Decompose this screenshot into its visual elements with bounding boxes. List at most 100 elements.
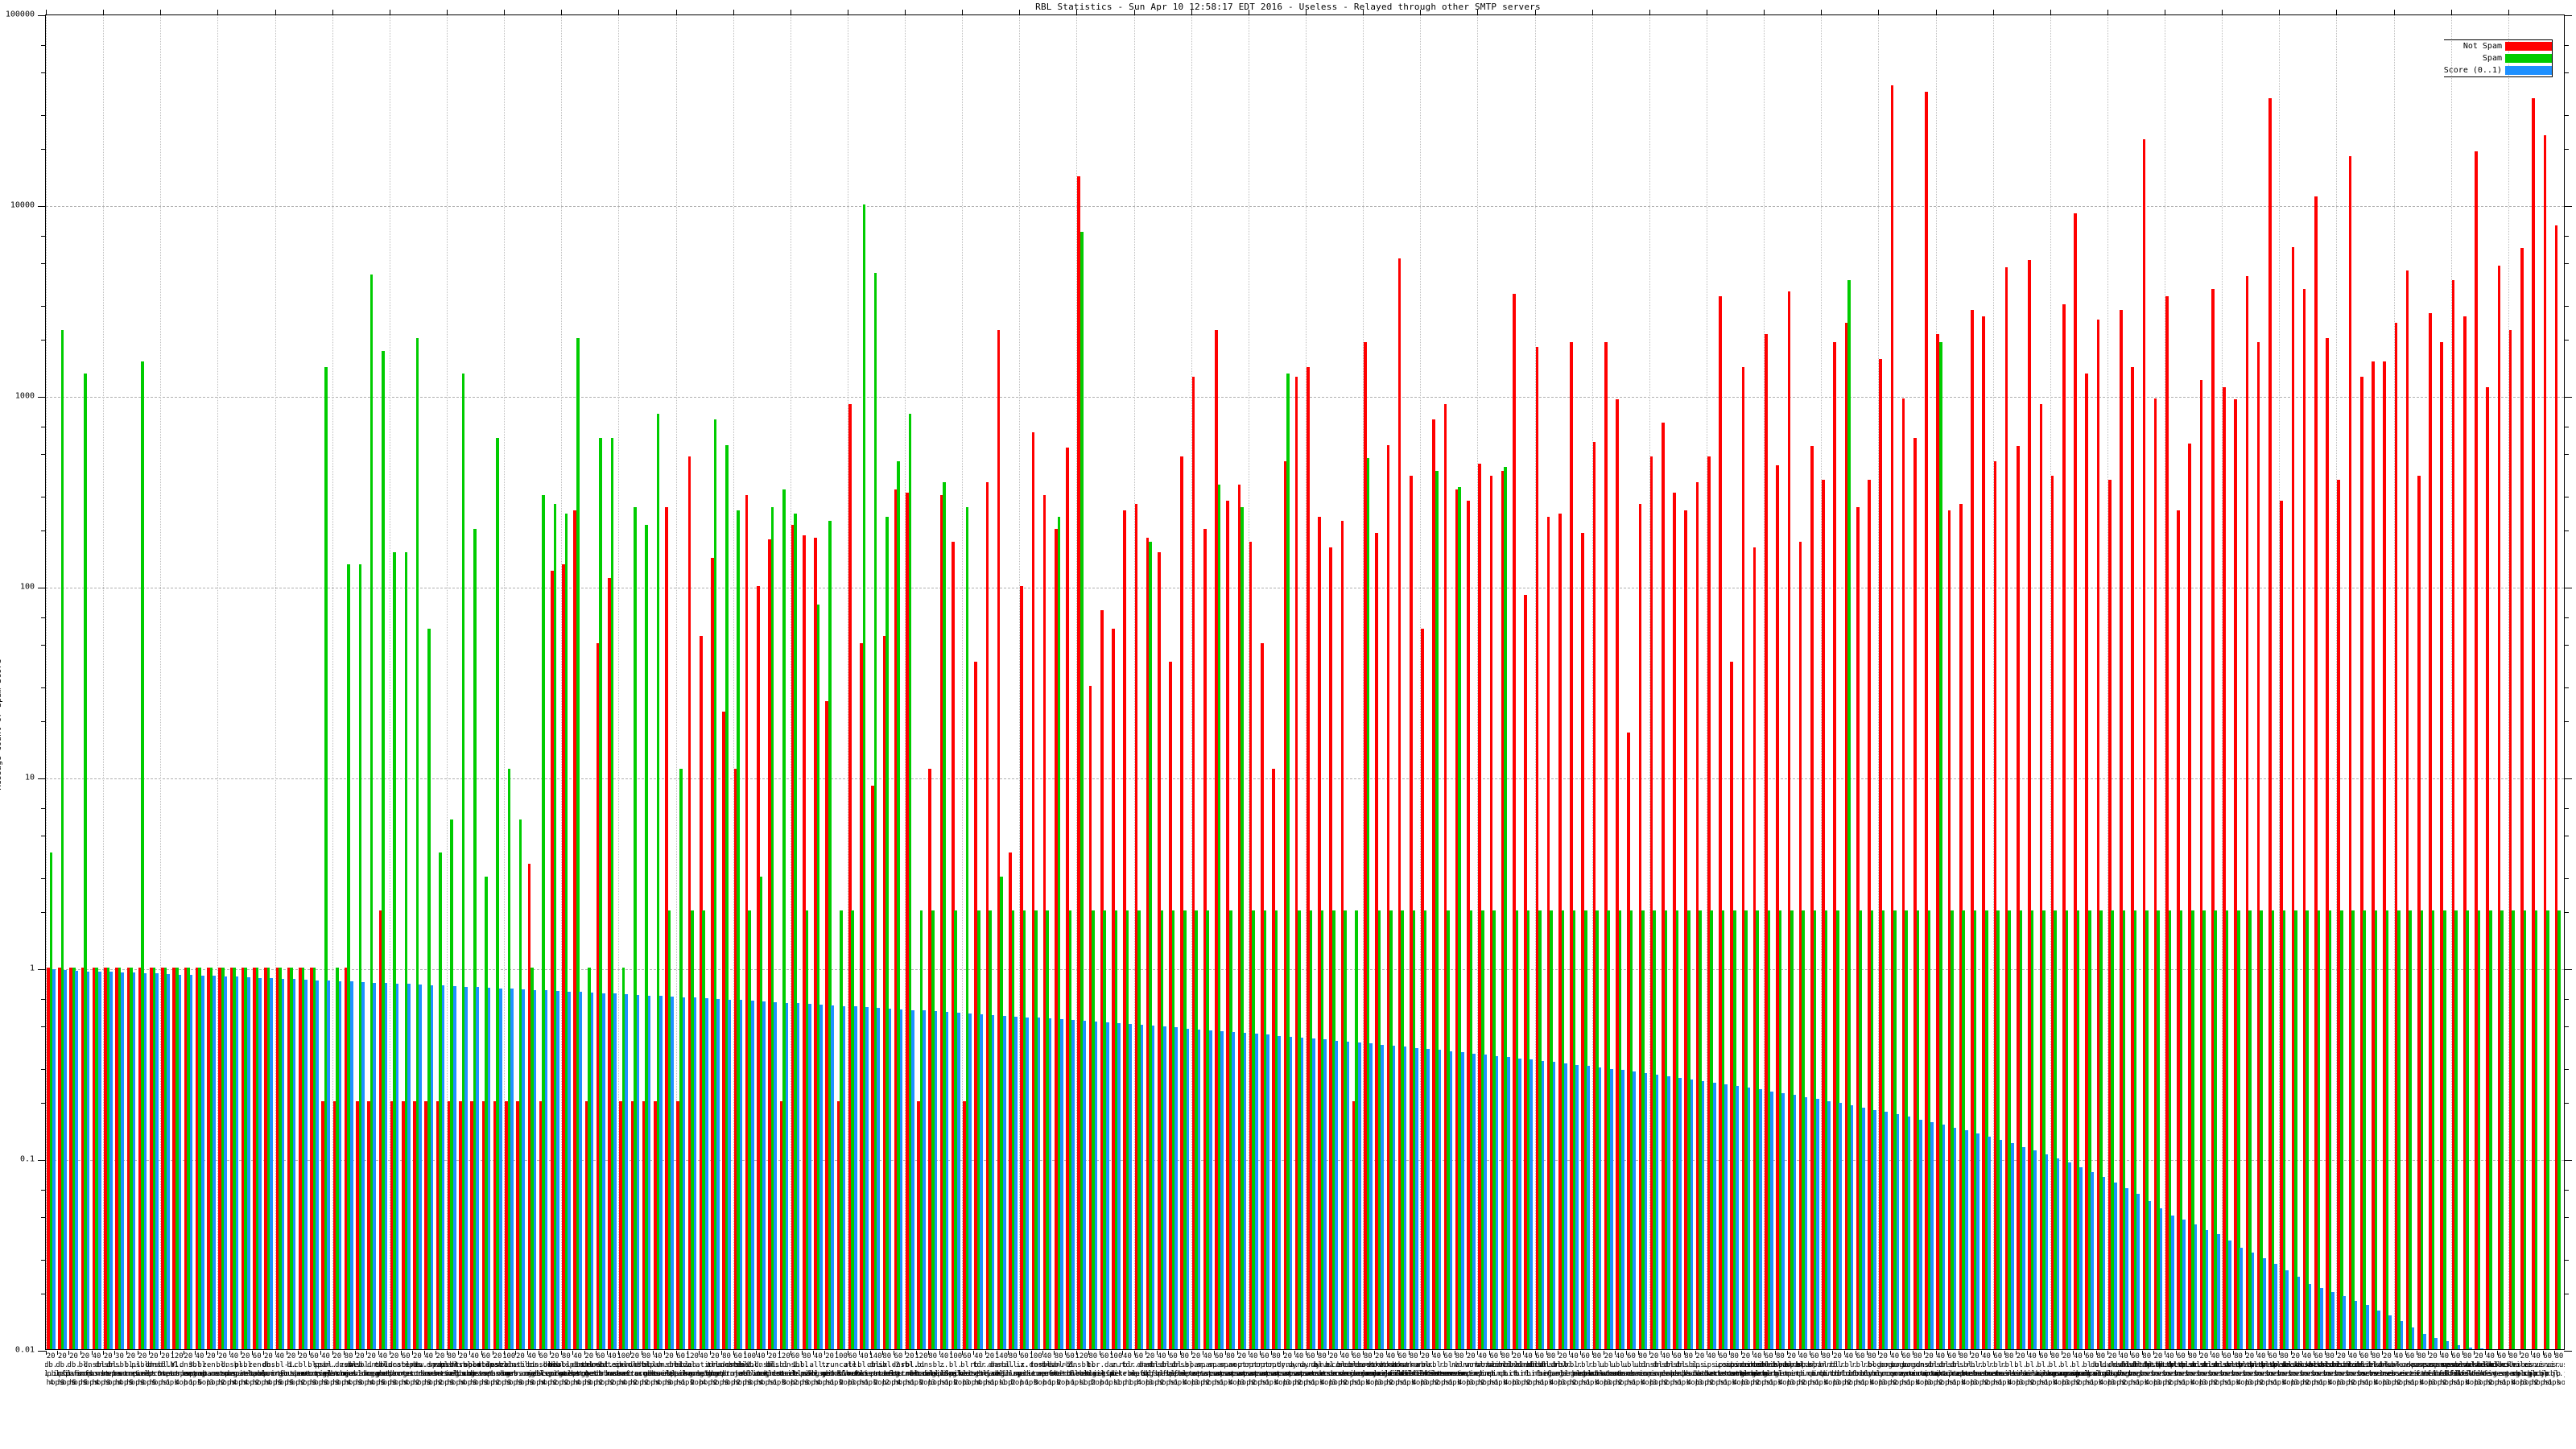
x-axis-tick-label-line: 2 hops: [2259, 1379, 2286, 1387]
x-axis-tick-label: 20 http.dnsbl. sorbs.net 4 hops: [2128, 1352, 2188, 1388]
x-axis-tick-label-line: sorbs.net: [88, 1370, 128, 1378]
x-axis-tick-label-line: 1 hop: [1586, 1379, 1608, 1387]
x-axis-tick-label-line: misc.dnsbl.: [2214, 1361, 2263, 1369]
bar-score: [1793, 1095, 1797, 1349]
bar-score: [1873, 1109, 1876, 1349]
x-axis-tick-label-line: b.: [916, 1361, 926, 1369]
x-axis-tick-label-line: 60: [1947, 1352, 1957, 1360]
x-axis-tick-label: 60 hostkarma. junkemailfilter.com 2 hops: [1373, 1352, 1455, 1388]
bar-not-spam: [1123, 510, 1126, 1349]
bar-group: [836, 15, 848, 1349]
x-axis-tick-label-line: sorbs.net: [501, 1370, 540, 1378]
x-axis-tick: [1328, 1351, 1330, 1355]
x-axis-tick-label-line: gbudb.net: [707, 1370, 746, 1378]
x-axis-tick-label-line: mailspike.net: [526, 1370, 584, 1378]
x-axis-tick-label: 60 dnsbl. anticaptcha.net 2 hops: [1922, 1352, 1988, 1388]
x-axis-tick-label-line: msrbl.net: [1761, 1370, 1800, 1378]
grid-line-horizontal: [46, 1160, 2564, 1161]
x-axis-tick-label-line: 60: [1065, 1352, 1075, 1360]
x-axis-tick-label-line: sorbs.net: [683, 1370, 724, 1378]
bar-spam: [2282, 910, 2286, 1349]
x-axis-tick: [1695, 1351, 1696, 1355]
bar-spam: [2271, 910, 2275, 1349]
x-axis-tick-label-line: senderscore.com: [1315, 1370, 1381, 1378]
bar-not-spam: [1719, 296, 1722, 1349]
x-axis-tick-label: 20 virus. rbl.jp 4 hops: [2495, 1352, 2554, 1388]
x-axis-tick-label-line: rbl.: [1576, 1361, 1595, 1369]
x-axis-tick-label: 40 http.dnsbl. sorbs.net 3 hops: [2140, 1352, 2199, 1388]
x-axis-tick-label-line: 60: [1352, 1352, 1361, 1360]
bar-spam: [634, 506, 637, 1349]
x-axis-tick-label-line: rbl.jp: [2534, 1370, 2561, 1378]
x-axis-tick-label: 40 noptr. spamrats.com 3 hops: [1224, 1352, 1283, 1388]
x-axis-tick-label-line: barracudacentral.org: [502, 1370, 590, 1378]
bar-score: [246, 977, 250, 1349]
x-axis-tick-label-line: escalations.dnsbl.: [674, 1361, 753, 1369]
bar-spam: [2294, 910, 2297, 1349]
bar-score: [991, 1014, 995, 1349]
bar-not-spam: [836, 1100, 840, 1349]
x-axis-tick: [962, 1351, 964, 1355]
bar-score: [1712, 1082, 1716, 1349]
bar-group: [2417, 15, 2428, 1349]
y-axis-tick: [2564, 15, 2572, 16]
x-axis-tick-label-line: upbl.info: [45, 1370, 71, 1378]
x-axis-tick: [2084, 1351, 2086, 1355]
x-axis-tick-label-line: ips.: [1703, 1361, 1720, 1369]
bar-spam: [1847, 280, 1851, 1349]
x-axis-tick: [1764, 1351, 1765, 1355]
x-axis-tick-label-line: 20: [1649, 1352, 1659, 1360]
x-axis-tick: [1591, 10, 1593, 15]
x-axis-tick: [1764, 10, 1765, 15]
bar-spam: [1206, 910, 1210, 1349]
bar-group: [527, 15, 539, 1349]
x-axis-tick: [1683, 1351, 1685, 1355]
x-axis-tick-label-line: megarbl.net: [1572, 1370, 1621, 1378]
bar-spam: [2202, 910, 2206, 1349]
x-axis-tick-label-line: senderscore.com: [1327, 1370, 1393, 1378]
bar-group: [607, 15, 618, 1349]
x-axis-tick-label-line: socks.dnsbl.: [2281, 1361, 2334, 1369]
x-axis-tick-label-line: fabel.dk: [2426, 1370, 2462, 1378]
bar-not-spam: [321, 1100, 325, 1349]
x-axis-tick-label-line: dnsbl-1.: [388, 1361, 423, 1369]
bar-not-spam: [390, 1100, 394, 1349]
x-axis-tick-label-line: 80: [1008, 1352, 1018, 1360]
x-axis-tick-label-line: bl.score.: [1325, 1361, 1365, 1369]
bar-spam: [301, 968, 305, 1349]
bar-score: [1392, 1045, 1396, 1349]
bar-not-spam: [298, 968, 302, 1349]
x-axis-tick-label-line: 20: [264, 1352, 273, 1360]
bar-spam: [1927, 910, 1931, 1349]
x-axis-tick-label-line: 60: [2268, 1352, 2277, 1360]
bar-not-spam: [2165, 296, 2169, 1349]
x-axis-tick-label-line: sorbs.net: [2264, 1370, 2304, 1378]
x-axis-tick-label-line: 4 hops: [1824, 1379, 1851, 1387]
x-axis-tick: [1843, 1351, 1845, 1355]
bar-score: [831, 1005, 835, 1349]
bar-score: [1850, 1104, 1854, 1349]
x-axis-tick-label-line: sorbs.net: [2298, 1370, 2339, 1378]
x-axis-tick-label: 80 bl. blocklist.de 1 hop: [1063, 1352, 1123, 1388]
x-axis-tick-label: 40 spam. spamrats.com 3 hops: [1178, 1352, 1237, 1388]
bar-group: [1947, 15, 1959, 1349]
bar-not-spam: [1868, 480, 1871, 1349]
bar-group: [2268, 15, 2279, 1349]
bar-group: [916, 15, 927, 1349]
bar-spam: [1732, 910, 1736, 1349]
bar-not-spam: [481, 1100, 485, 1349]
x-axis-tick-label-line: zombie.dnsbl.: [2335, 1361, 2393, 1369]
bar-group: [2440, 15, 2451, 1349]
x-axis-tick-label: 60 virus. rbl.jp 2 hops: [2518, 1352, 2565, 1388]
bar-not-spam: [2256, 341, 2260, 1349]
x-axis-tick-label-line: 4 hops: [1595, 1379, 1622, 1387]
bar-group: [2302, 15, 2314, 1349]
x-axis-tick: [515, 1351, 517, 1355]
x-axis-tick-label-line: rbl.: [1587, 1361, 1606, 1369]
x-axis-tick-label-line: 80: [722, 1352, 731, 1360]
bar-score: [899, 1009, 903, 1349]
grid-line-vertical: [1420, 15, 1422, 1349]
x-axis-tick-label-line: s5h.net: [803, 1370, 834, 1378]
x-axis-tick-label-line: 20: [332, 1352, 342, 1360]
grid-line-horizontal: [46, 397, 2564, 398]
